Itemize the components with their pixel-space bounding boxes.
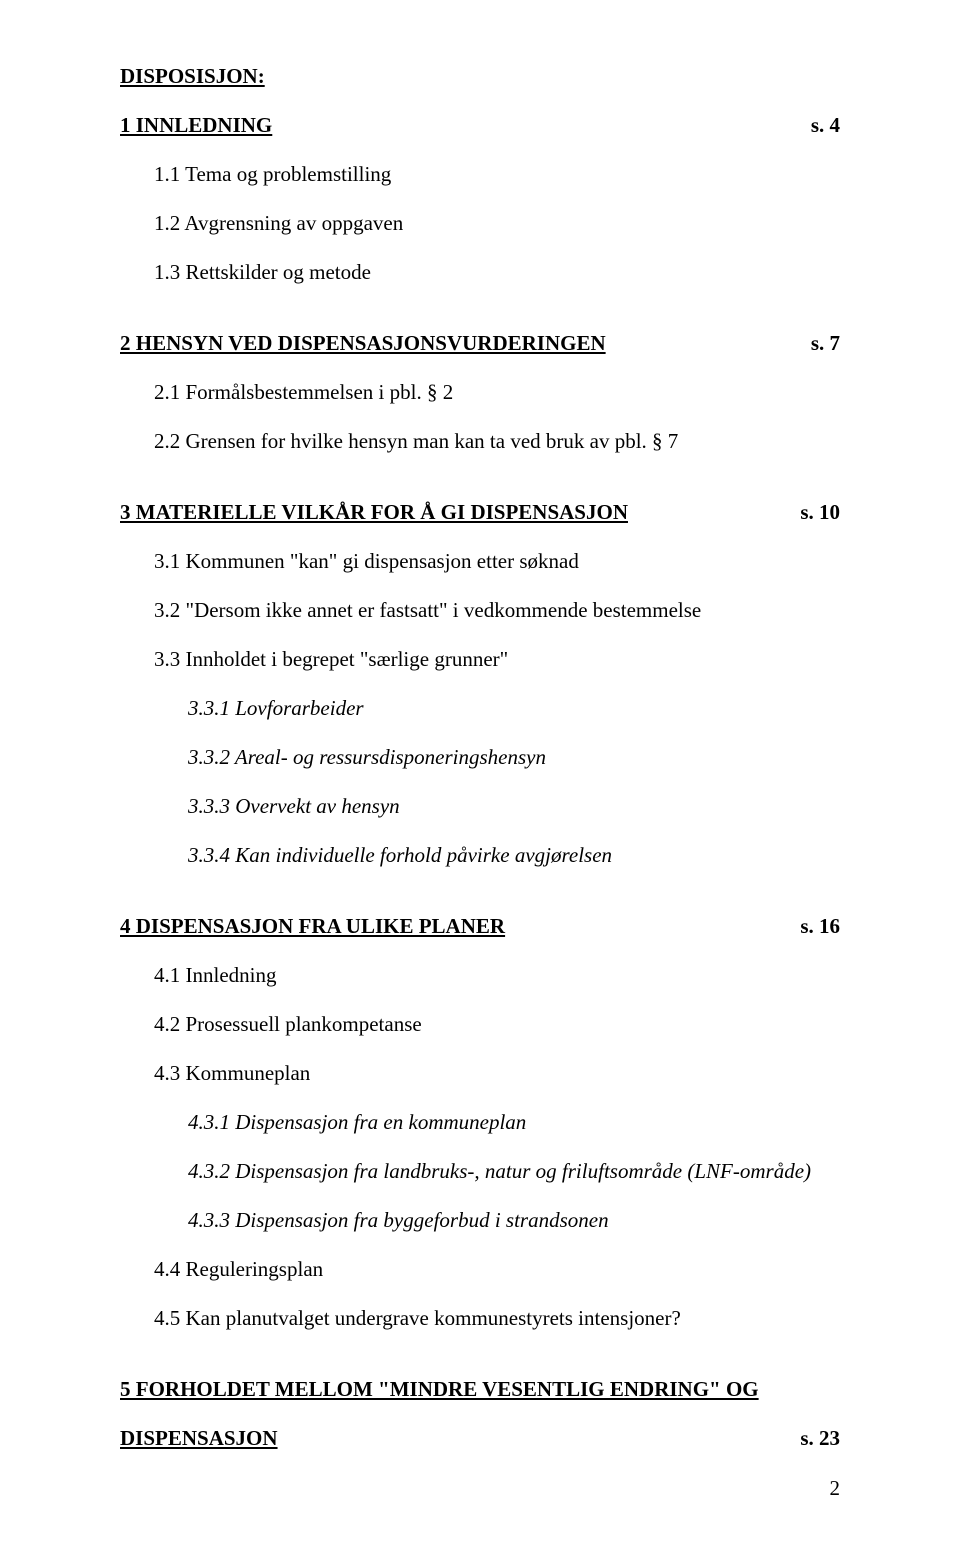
toc-item: 4.5 Kan planutvalget undergrave kommunes… bbox=[120, 1306, 840, 1331]
toc-item-text: 4.2 Prosessuell plankompetanse bbox=[154, 1012, 422, 1037]
spacer bbox=[120, 478, 840, 500]
toc-section-4: 4 DISPENSASJON FRA ULIKE PLANER s. 16 bbox=[120, 914, 840, 939]
toc-title: 5 FORHOLDET MELLOM "MINDRE VESENTLIG END… bbox=[120, 1377, 759, 1402]
toc-subitem: 4.3.3 Dispensasjon fra byggeforbud i str… bbox=[120, 1208, 840, 1233]
toc-subitem: 3.3.3 Overvekt av hensyn bbox=[120, 794, 840, 819]
toc-item-text: 1.3 Rettskilder og metode bbox=[154, 260, 371, 285]
toc-page-ref: s. 10 bbox=[800, 500, 840, 525]
heading-text: DISPOSISJON: bbox=[120, 64, 265, 89]
toc-section-1: 1 INNLEDNING s. 4 bbox=[120, 113, 840, 138]
toc-title: 4 DISPENSASJON FRA ULIKE PLANER bbox=[120, 914, 505, 939]
toc-subitem: 3.3.2 Areal- og ressursdisponeringshensy… bbox=[120, 745, 840, 770]
toc-item: 1.2 Avgrensning av oppgaven bbox=[120, 211, 840, 236]
toc-item: 2.2 Grensen for hvilke hensyn man kan ta… bbox=[120, 429, 840, 454]
toc-page-ref: s. 7 bbox=[811, 331, 840, 356]
toc-subitem: 4.3.1 Dispensasjon fra en kommuneplan bbox=[120, 1110, 840, 1135]
toc-item: 3.3 Innholdet i begrepet "særlige grunne… bbox=[120, 647, 840, 672]
toc-item: 3.1 Kommunen "kan" gi dispensasjon etter… bbox=[120, 549, 840, 574]
toc-item: 4.4 Reguleringsplan bbox=[120, 1257, 840, 1282]
toc-item-text: 4.3 Kommuneplan bbox=[154, 1061, 310, 1086]
toc-item: 1.3 Rettskilder og metode bbox=[120, 260, 840, 285]
toc-item-text: 4.5 Kan planutvalget undergrave kommunes… bbox=[154, 1306, 681, 1331]
toc-subitem: 4.3.2 Dispensasjon fra landbruks-, natur… bbox=[120, 1159, 840, 1184]
toc-title: DISPENSASJON bbox=[120, 1426, 278, 1451]
toc-item: 1.1 Tema og problemstilling bbox=[120, 162, 840, 187]
toc-item: 4.2 Prosessuell plankompetanse bbox=[120, 1012, 840, 1037]
toc-subitem-text: 3.3.4 Kan individuelle forhold påvirke a… bbox=[188, 843, 612, 868]
toc-section-3: 3 MATERIELLE VILKÅR FOR Å GI DISPENSASJO… bbox=[120, 500, 840, 525]
toc-subitem-text: 4.3.2 Dispensasjon fra landbruks-, natur… bbox=[188, 1159, 811, 1184]
toc-subitem-text: 3.3.1 Lovforarbeider bbox=[188, 696, 364, 721]
spacer bbox=[120, 309, 840, 331]
toc-section-5-line2: DISPENSASJON s. 23 bbox=[120, 1426, 840, 1451]
toc-item: 4.3 Kommuneplan bbox=[120, 1061, 840, 1086]
heading-disposisjon: DISPOSISJON: bbox=[120, 64, 840, 89]
toc-item-text: 4.4 Reguleringsplan bbox=[154, 1257, 323, 1282]
document-page: DISPOSISJON: 1 INNLEDNING s. 4 1.1 Tema … bbox=[0, 0, 960, 1541]
toc-subitem-text: 3.3.3 Overvekt av hensyn bbox=[188, 794, 400, 819]
toc-subitem-text: 4.3.1 Dispensasjon fra en kommuneplan bbox=[188, 1110, 526, 1135]
toc-item-text: 3.2 "Dersom ikke annet er fastsatt" i ve… bbox=[154, 598, 701, 623]
toc-item-text: 1.1 Tema og problemstilling bbox=[154, 162, 391, 187]
toc-page-ref: s. 4 bbox=[811, 113, 840, 138]
page-number: 2 bbox=[830, 1476, 841, 1501]
toc-subitem-text: 3.3.2 Areal- og ressursdisponeringshensy… bbox=[188, 745, 546, 770]
toc-item-text: 2.2 Grensen for hvilke hensyn man kan ta… bbox=[154, 429, 678, 454]
toc-page-ref: s. 23 bbox=[800, 1426, 840, 1451]
toc-item: 2.1 Formålsbestemmelsen i pbl. § 2 bbox=[120, 380, 840, 405]
toc-item: 4.1 Innledning bbox=[120, 963, 840, 988]
toc-section-5-line1: 5 FORHOLDET MELLOM "MINDRE VESENTLIG END… bbox=[120, 1377, 840, 1402]
toc-subitem: 3.3.4 Kan individuelle forhold påvirke a… bbox=[120, 843, 840, 868]
toc-item-text: 3.3 Innholdet i begrepet "særlige grunne… bbox=[154, 647, 508, 672]
spacer bbox=[120, 1355, 840, 1377]
spacer bbox=[120, 892, 840, 914]
toc-title: 1 INNLEDNING bbox=[120, 113, 272, 138]
toc-item-text: 1.2 Avgrensning av oppgaven bbox=[154, 211, 403, 236]
toc-subitem: 3.3.1 Lovforarbeider bbox=[120, 696, 840, 721]
toc-item-text: 4.1 Innledning bbox=[154, 963, 276, 988]
toc-section-2: 2 HENSYN VED DISPENSASJONSVURDERINGEN s.… bbox=[120, 331, 840, 356]
toc-item-text: 2.1 Formålsbestemmelsen i pbl. § 2 bbox=[154, 380, 453, 405]
toc-title: 2 HENSYN VED DISPENSASJONSVURDERINGEN bbox=[120, 331, 606, 356]
toc-item: 3.2 "Dersom ikke annet er fastsatt" i ve… bbox=[120, 598, 840, 623]
toc-page-ref: s. 16 bbox=[800, 914, 840, 939]
toc-title: 3 MATERIELLE VILKÅR FOR Å GI DISPENSASJO… bbox=[120, 500, 628, 525]
toc-subitem-text: 4.3.3 Dispensasjon fra byggeforbud i str… bbox=[188, 1208, 609, 1233]
toc-item-text: 3.1 Kommunen "kan" gi dispensasjon etter… bbox=[154, 549, 579, 574]
